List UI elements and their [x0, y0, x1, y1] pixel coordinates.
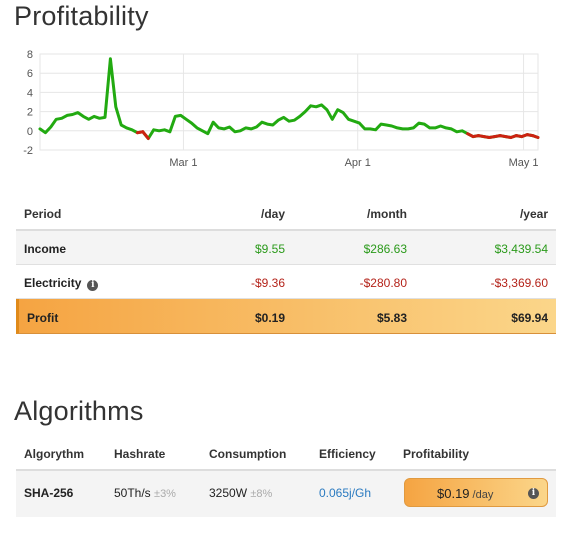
electricity-row: Electricity i -$9.36 -$280.80 -$3,369.60 — [16, 265, 556, 299]
profit-year: $69.94 — [511, 311, 548, 325]
table-header: Period /day /month /year — [16, 197, 556, 231]
profitability-table: Period /day /month /year Income $9.55 $2… — [16, 197, 556, 334]
info-icon[interactable]: i — [528, 488, 539, 499]
header-period: Period — [24, 207, 62, 221]
table-header: Algorythm Hashrate Consumption Efficienc… — [16, 437, 556, 471]
hashrate-value: 50Th/s — [114, 486, 151, 500]
x-tick-label: May 1 — [509, 157, 539, 169]
profitability-value: $0.19 — [437, 486, 470, 501]
profitability-unit: /day — [472, 489, 494, 501]
y-tick-label: 8 — [27, 49, 33, 61]
header-efficiency: Efficiency — [319, 447, 376, 461]
profit-label: Profit — [27, 311, 59, 325]
hashrate-tolerance: ±3% — [154, 488, 176, 500]
chart-svg: 8 6 4 2 0 -2 Mar 1 Apr 1 May 1 — [23, 49, 540, 169]
y-tick-label: 2 — [27, 107, 33, 119]
electricity-label: Electricity — [24, 276, 82, 290]
header-month: /month — [367, 207, 407, 221]
profitability-chart: 8 6 4 2 0 -2 Mar 1 Apr 1 May 1 — [0, 40, 571, 180]
efficiency-link[interactable]: 0.065j/Gh — [319, 486, 372, 500]
series-negative-segment — [531, 134, 540, 140]
y-tick-label: -2 — [23, 145, 33, 157]
table-row: SHA-256 50Th/s ±3% 3250W ±8% 0.065j/Gh $… — [16, 471, 556, 517]
x-tick-label: Mar 1 — [169, 157, 197, 169]
consumption-value: 3250W — [209, 486, 248, 500]
header-year: /year — [519, 207, 548, 221]
info-icon[interactable]: i — [87, 280, 99, 291]
y-tick-label: 4 — [27, 87, 33, 99]
x-tick-label: Apr 1 — [345, 157, 371, 169]
electricity-month: -$280.80 — [359, 276, 407, 290]
profitability-badge[interactable]: $0.19/day i — [404, 478, 548, 507]
plot-border — [39, 53, 539, 151]
income-month: $286.63 — [363, 242, 407, 256]
y-tick-label: 0 — [27, 126, 33, 138]
header-consumption: Consumption — [209, 447, 287, 461]
profit-day: $0.19 — [254, 311, 285, 325]
consumption-tolerance: ±8% — [250, 488, 273, 500]
profitability-value-wrap: $0.19/day — [437, 486, 493, 501]
profit-month: $5.83 — [376, 311, 407, 325]
series-negative-segment — [141, 130, 150, 140]
income-label: Income — [24, 242, 67, 256]
y-tick-label: 6 — [27, 68, 33, 80]
header-algorithm: Algorythm — [24, 447, 84, 461]
algorithms-title: Algorithms — [14, 396, 144, 426]
electricity-year: -$3,369.60 — [490, 276, 548, 290]
income-year: $3,439.54 — [494, 242, 548, 256]
income-row: Income $9.55 $286.63 $3,439.54 — [16, 231, 556, 265]
series-line — [38, 57, 540, 140]
electricity-label-wrap: Electricity i — [24, 276, 99, 291]
header-profitability: Profitability — [403, 447, 470, 461]
profitability-title: Profitability — [14, 1, 149, 31]
income-day: $9.55 — [254, 242, 285, 256]
electricity-day: -$9.36 — [250, 276, 285, 290]
header-day: /day — [260, 207, 285, 221]
algorithms-table: Algorythm Hashrate Consumption Efficienc… — [16, 437, 556, 517]
profit-row: Profit $0.19 $5.83 $69.94 — [16, 299, 556, 334]
algorithm-name: SHA-256 — [24, 486, 74, 500]
hashrate-cell: 50Th/s ±3% — [114, 486, 176, 500]
consumption-cell: 3250W ±8% — [209, 486, 272, 500]
header-hashrate: Hashrate — [114, 447, 166, 461]
